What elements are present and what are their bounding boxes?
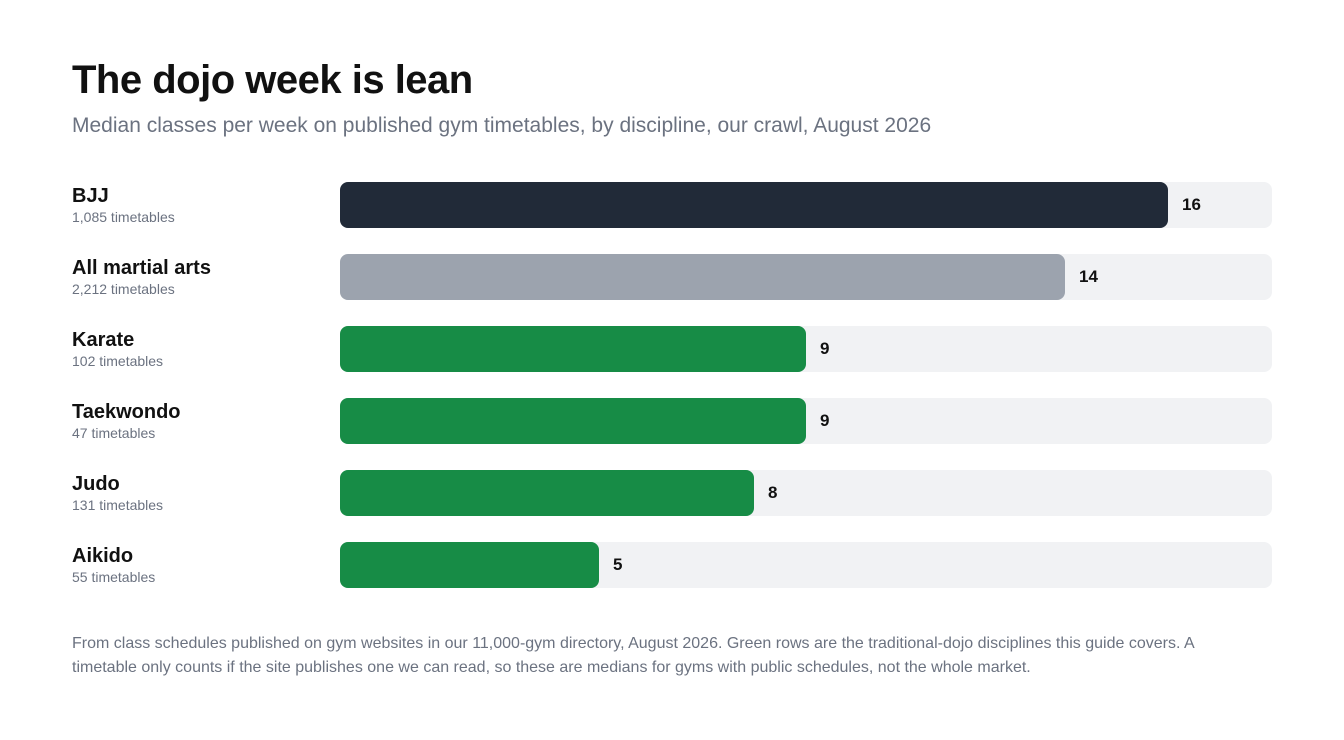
bar-row: Karate 102 timetables 9 [72,326,1272,372]
row-label-block: BJJ 1,085 timetables [72,184,332,226]
category-label: Taekwondo [72,401,181,423]
bar-row: Taekwondo 47 timetables 9 [72,398,1272,444]
value-label: 14 [1079,267,1098,286]
value-label: 9 [820,339,830,358]
value-label: 5 [613,555,623,574]
bar-row: Aikido 55 timetables 5 [72,542,1272,588]
bar-track: 5 [340,542,1272,588]
category-label: Judo [72,473,120,495]
footnote: From class schedules published on gym we… [72,635,1194,676]
timetable-count-label: 131 timetables [72,497,164,513]
timetable-count-label: 47 timetables [72,425,156,441]
value-label: 16 [1182,195,1201,214]
timetable-count-label: 102 timetables [72,353,164,369]
bar-track: 9 [340,326,1272,372]
bar-track: 9 [340,398,1272,444]
bar-rows: BJJ 1,085 timetables 16 All martial arts 2,2… [72,182,1272,614]
bar [340,254,1065,300]
bar [340,470,754,516]
category-label: Karate [72,329,135,351]
bar-track: 16 [340,182,1272,228]
category-label: All martial arts [72,257,211,279]
chart-title: The dojo week is lean [72,58,473,102]
bar [340,182,1168,228]
timetable-count-label: 55 timetables [72,569,156,585]
bar-row: Judo 131 timetables 8 [72,470,1272,516]
category-label: BJJ [72,185,109,207]
category-label: Aikido [72,545,134,567]
row-label-block: Karate 102 timetables [72,328,332,370]
bar-track: 8 [340,470,1272,516]
value-label: 9 [820,411,830,430]
bar [340,326,806,372]
row-label-block: Taekwondo 47 timetables [72,400,332,442]
timetable-count-label: 2,212 timetables [72,281,175,297]
bar-track: 14 [340,254,1272,300]
row-label-block: Judo 131 timetables [72,472,332,514]
chart-subtitle: Median classes per week on published gym… [72,114,932,137]
value-label: 8 [768,483,778,502]
row-label-block: All martial arts 2,212 timetables [72,256,332,298]
row-label-block: Aikido 55 timetables [72,544,332,586]
timetable-count-label: 1,085 timetables [72,209,175,225]
bar [340,398,806,444]
bar [340,542,599,588]
bar-row: All martial arts 2,212 timetables 14 [72,254,1272,300]
bar-row: BJJ 1,085 timetables 16 [72,182,1272,228]
